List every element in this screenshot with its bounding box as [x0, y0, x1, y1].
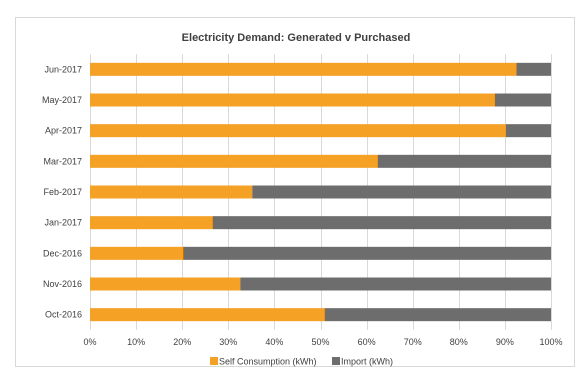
legend-swatch-import: [332, 357, 340, 365]
x-tick-label: 10%: [127, 337, 145, 347]
legend: Self Consumption (kWh) Import (kWh): [210, 357, 393, 367]
bar-self-consumption: [90, 62, 517, 76]
bar-import: [516, 62, 551, 76]
x-tick-label: 70%: [404, 337, 422, 347]
bar-import: [183, 246, 551, 260]
x-tick-label: 90%: [496, 337, 514, 347]
bar-self-consumption: [90, 124, 506, 138]
x-tick-label: 50%: [311, 337, 329, 347]
bar-import: [240, 277, 551, 291]
chart-title: Electricity Demand: Generated v Purchase…: [182, 32, 411, 44]
chart-container: Electricity Demand: Generated v Purchase…: [15, 17, 575, 367]
category-label: Oct-2016: [45, 310, 82, 320]
bar-import: [252, 185, 551, 199]
legend-label-import: Import (kWh): [341, 357, 393, 367]
bar-import: [494, 93, 551, 107]
category-label: Nov-2016: [43, 279, 82, 289]
bar-self-consumption: [90, 308, 325, 322]
category-label: May-2017: [42, 95, 82, 105]
legend-label-self-consumption: Self Consumption (kWh): [219, 357, 317, 367]
bar-import: [212, 216, 551, 230]
category-label: Dec-2016: [43, 248, 82, 258]
bar-self-consumption: [90, 246, 184, 260]
stacked-bar-chart: Electricity Demand: Generated v Purchase…: [42, 32, 563, 367]
bar-self-consumption: [90, 154, 378, 168]
bar-self-consumption: [90, 277, 241, 291]
x-tick-label: 100%: [539, 337, 562, 347]
x-tick-label: 80%: [450, 337, 468, 347]
bar-self-consumption: [90, 185, 253, 199]
category-label: Feb-2017: [43, 187, 82, 197]
x-tick-label: 30%: [219, 337, 237, 347]
bar-self-consumption: [90, 216, 213, 230]
x-tick-label: 20%: [173, 337, 191, 347]
bar-self-consumption: [90, 93, 495, 107]
category-label: Jan-2017: [44, 218, 82, 228]
category-label: Apr-2017: [45, 126, 82, 136]
legend-swatch-self-consumption: [210, 357, 218, 365]
bar-import: [324, 308, 551, 322]
category-labels: Jun-2017 May-2017 Apr-2017 Mar-2017 Feb-2017…: [42, 64, 82, 319]
category-label: Jun-2017: [44, 64, 82, 74]
bars: [90, 62, 551, 322]
x-tick-label: 60%: [358, 337, 376, 347]
category-label: Mar-2017: [43, 156, 82, 166]
bar-import: [505, 124, 551, 138]
x-tick-label: 0%: [83, 337, 96, 347]
x-tick-label: 40%: [265, 337, 283, 347]
x-tick-labels: 0% 10% 20% 30% 40% 50% 60% 70% 80% 90% 100%: [83, 337, 562, 347]
bar-import: [377, 154, 551, 168]
